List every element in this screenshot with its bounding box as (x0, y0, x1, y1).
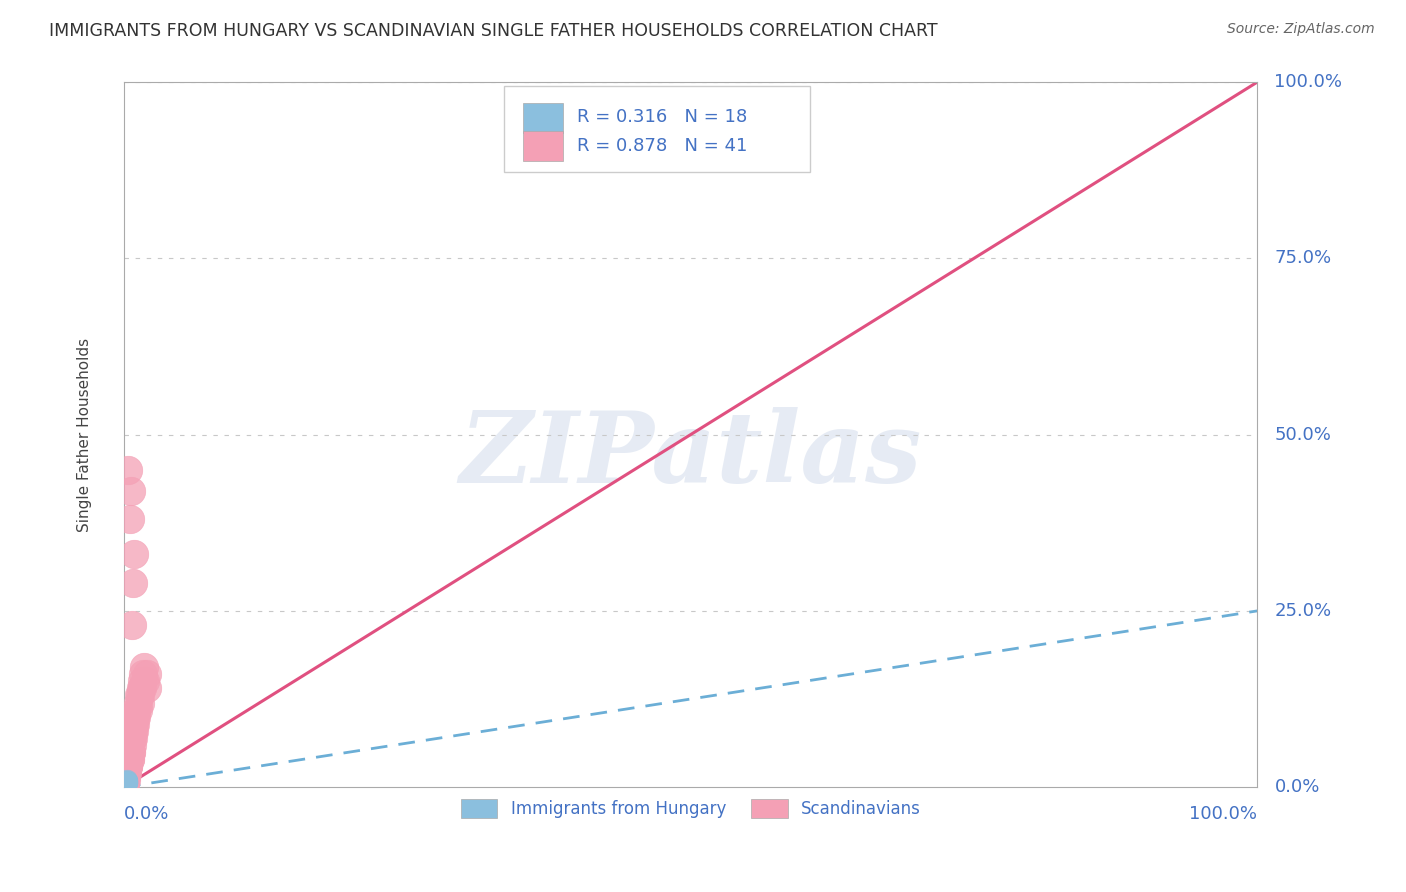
Text: Source: ZipAtlas.com: Source: ZipAtlas.com (1227, 22, 1375, 37)
Point (114, 777, 136, 791)
Text: 50.0%: 50.0% (1274, 425, 1331, 443)
Point (134, 674, 156, 689)
Point (115, 776, 138, 790)
Point (129, 681, 152, 696)
Text: 0.0%: 0.0% (1274, 778, 1320, 797)
Legend: Immigrants from Hungary, Scandinavians: Immigrants from Hungary, Scandinavians (454, 792, 928, 825)
Point (115, 774, 138, 789)
Text: 25.0%: 25.0% (1274, 602, 1331, 620)
Point (122, 548, 145, 562)
Point (114, 779, 136, 793)
Point (114, 778, 136, 792)
Point (135, 681, 157, 696)
Point (122, 731, 145, 745)
Point (117, 759, 139, 773)
Point (115, 770, 138, 784)
Point (121, 738, 143, 752)
Point (134, 660, 156, 674)
Point (114, 777, 136, 791)
Point (131, 681, 153, 696)
Point (118, 752, 141, 766)
Point (118, 752, 141, 766)
Point (120, 745, 142, 759)
Point (122, 723, 145, 738)
Point (117, 463, 139, 477)
Text: 100.0%: 100.0% (1274, 73, 1343, 91)
FancyBboxPatch shape (503, 86, 810, 171)
Point (114, 777, 136, 791)
Point (120, 745, 142, 759)
Point (132, 667, 155, 681)
Point (128, 689, 150, 703)
Point (115, 775, 138, 789)
Point (117, 763, 139, 777)
Point (125, 703, 148, 717)
Point (115, 777, 138, 791)
Text: Single Father Households: Single Father Households (77, 337, 91, 532)
Text: R = 0.316   N = 18: R = 0.316 N = 18 (578, 108, 748, 127)
Point (114, 778, 136, 792)
Point (131, 674, 153, 689)
Text: R = 0.878   N = 41: R = 0.878 N = 41 (578, 137, 748, 155)
FancyBboxPatch shape (523, 131, 562, 161)
Point (127, 703, 149, 717)
Point (121, 731, 143, 745)
FancyBboxPatch shape (523, 103, 562, 133)
Text: ZIPatlas: ZIPatlas (460, 408, 922, 504)
Point (117, 773, 139, 788)
Point (128, 689, 150, 703)
Point (114, 777, 136, 791)
Text: IMMIGRANTS FROM HUNGARY VS SCANDINAVIAN SINGLE FATHER HOUSEHOLDS CORRELATION CHA: IMMIGRANTS FROM HUNGARY VS SCANDINAVIAN … (49, 22, 938, 40)
Point (120, 483, 142, 498)
Text: 75.0%: 75.0% (1274, 249, 1331, 268)
Point (125, 709, 148, 723)
Point (117, 775, 139, 789)
Point (117, 773, 139, 788)
Point (127, 696, 149, 710)
Point (117, 759, 139, 773)
Point (118, 512, 141, 526)
Point (117, 776, 139, 790)
Point (117, 774, 139, 789)
Point (122, 723, 145, 738)
Point (124, 709, 146, 723)
Point (117, 759, 139, 773)
Point (115, 777, 138, 791)
Point (135, 667, 157, 681)
Point (115, 773, 138, 788)
Point (121, 618, 143, 632)
Text: 100.0%: 100.0% (1189, 805, 1257, 822)
Point (122, 716, 145, 731)
Point (122, 575, 145, 590)
Point (128, 696, 150, 710)
Point (115, 776, 138, 790)
Point (124, 716, 146, 731)
Point (117, 766, 139, 780)
Point (114, 775, 136, 789)
Text: 0.0%: 0.0% (124, 805, 169, 822)
